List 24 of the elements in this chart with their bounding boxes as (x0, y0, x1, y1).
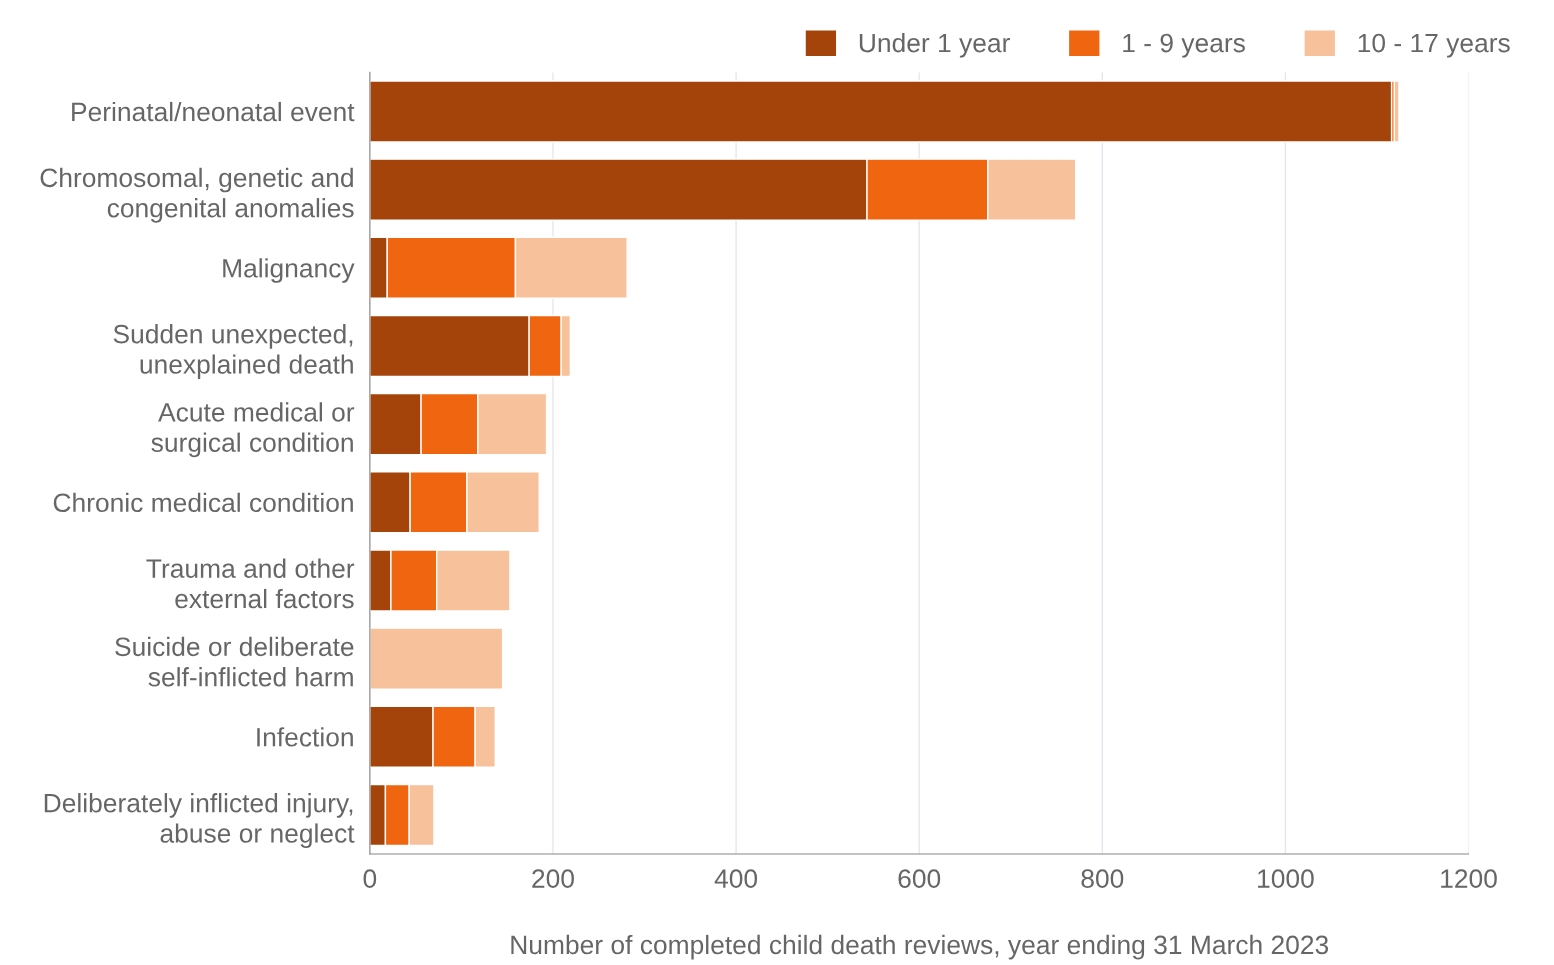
bar (369, 80, 1393, 143)
y-tick-label: Chromosomal, genetic and congenital anomalies (40, 167, 354, 223)
y-tick-label: Infection (257, 727, 353, 747)
y-tick-label: Trauma and other external factors (146, 558, 355, 609)
y-tick-label: Deliberately inflicted injury, abuse or neglect (44, 793, 355, 849)
y-tick-label: Sudden unexpected, unexplained death (113, 324, 353, 380)
y-tick-label: Chronic medical condition (53, 492, 353, 513)
x-tick-label: 600 (898, 869, 941, 888)
x-tick-label: 800 (1081, 869, 1124, 888)
x-tick-label: 1200 (1441, 869, 1497, 888)
x-tick-label: 200 (532, 869, 574, 888)
x-tick-label: 1000 (1258, 869, 1314, 888)
legend-label: 10 - 17 years (1358, 33, 1510, 58)
y-tick-label: Perinatal/neonatal event (72, 101, 355, 122)
y-tick-label: Acute medical or surgical condition (151, 402, 355, 458)
legend-label: Under 1 year (859, 32, 1010, 58)
x-tick-label: 400 (714, 869, 758, 888)
y-tick-label: Suicide or deliberate self-inflicted harm (115, 636, 354, 687)
bar (1393, 80, 1400, 143)
x-tick-label: 0 (363, 869, 377, 888)
x-axis-title: Number of completed child death reviews, year ending 31 March 2023 (511, 934, 1329, 960)
legend-label: 1 - 9 years (1123, 33, 1245, 58)
y-tick-label: Malignancy (223, 258, 355, 283)
bar (369, 627, 504, 690)
